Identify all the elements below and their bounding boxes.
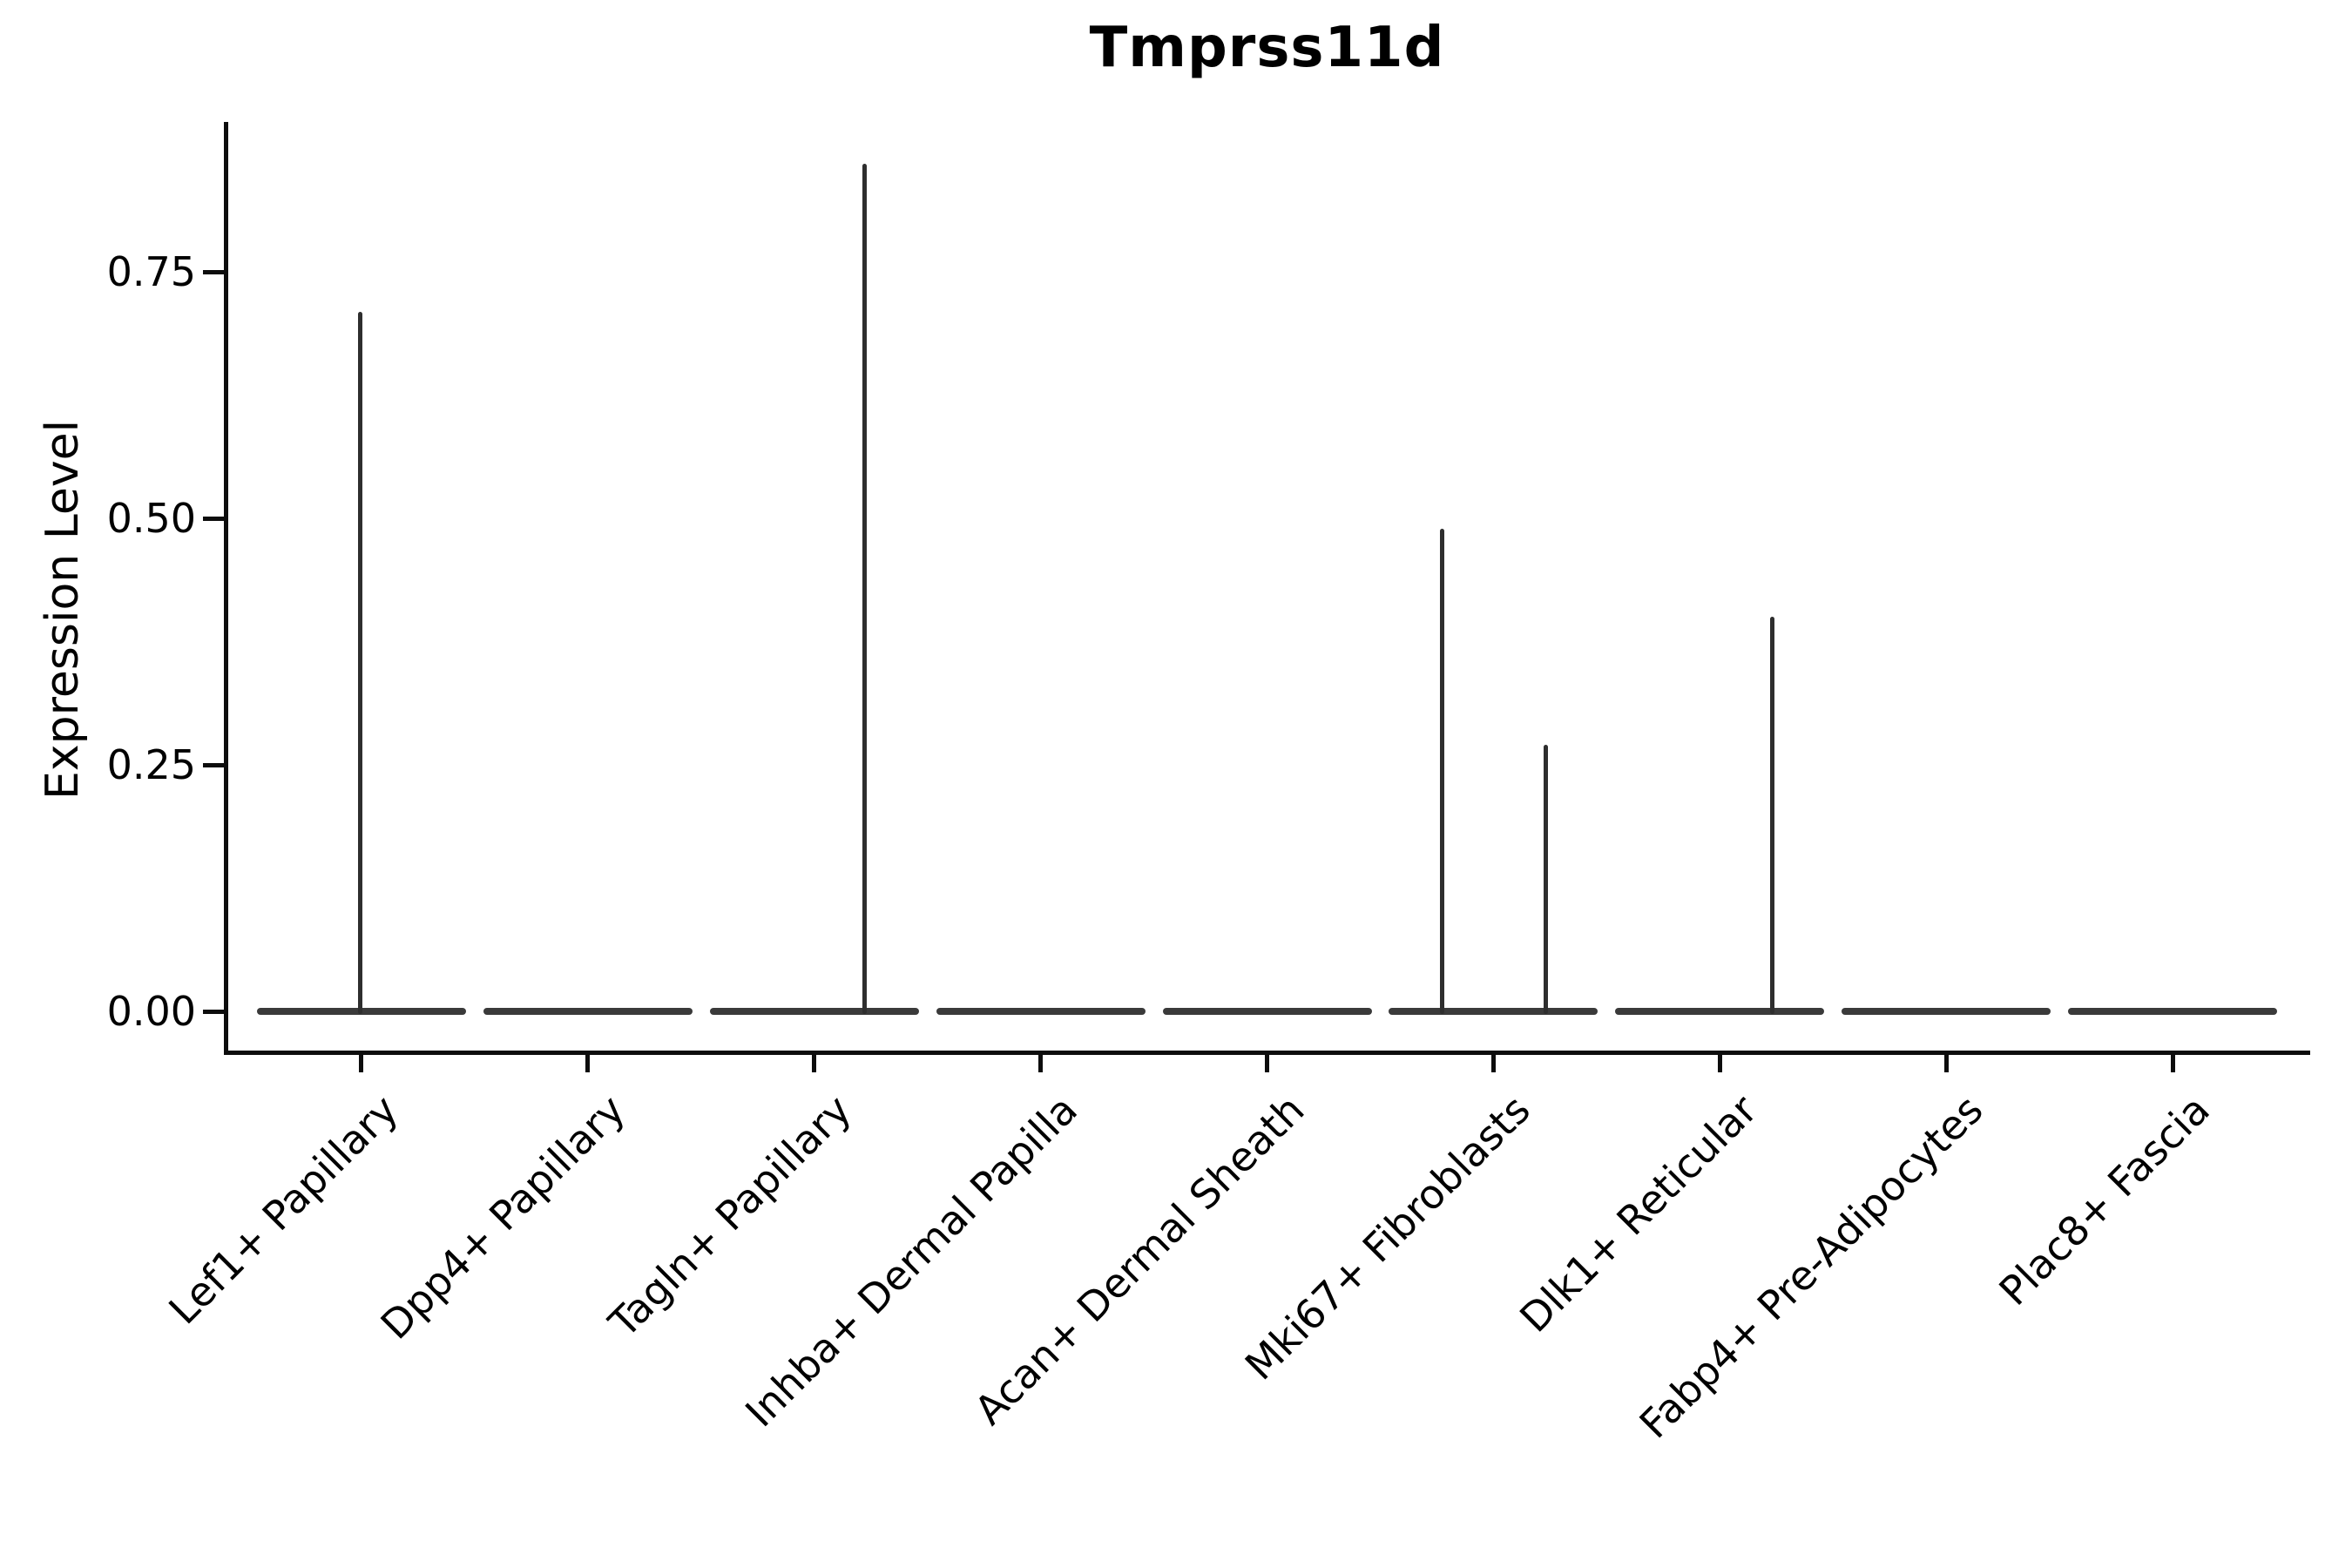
x-tick-mark xyxy=(812,1055,817,1072)
violin-baseline xyxy=(483,1008,693,1015)
x-axis-category-label: Dlk1+ Reticular xyxy=(1510,1085,1767,1342)
chart-title: Tmprss11d xyxy=(1089,16,1445,80)
violin-baseline xyxy=(1842,1008,2051,1015)
y-axis-title: Expression Level xyxy=(37,419,89,801)
y-tick-mark xyxy=(203,1009,224,1014)
x-tick-mark xyxy=(2170,1055,2175,1072)
violin-baseline xyxy=(1162,1008,1372,1015)
violin-spike xyxy=(862,163,868,1014)
x-tick-mark xyxy=(1717,1055,1722,1072)
x-axis-category-label: Lef1+ Papillary xyxy=(159,1085,408,1334)
x-axis-category-label: Dpp4+ Papillary xyxy=(371,1085,634,1348)
y-tick-mark xyxy=(203,269,224,274)
x-axis-spine xyxy=(224,1051,2310,1055)
violin-spike xyxy=(1769,617,1774,1014)
violin-spike xyxy=(1439,528,1444,1014)
x-tick-mark xyxy=(1943,1055,1949,1072)
violin-baseline xyxy=(936,1008,1146,1015)
x-tick-mark xyxy=(1490,1055,1496,1072)
y-tick-label: 0.25 xyxy=(106,741,196,789)
violin-baseline xyxy=(1389,1008,1598,1015)
violin-baseline xyxy=(1615,1008,1825,1015)
x-tick-mark xyxy=(585,1055,591,1072)
y-tick-label: 0.75 xyxy=(106,248,196,296)
violin-baseline xyxy=(709,1008,919,1015)
x-tick-mark xyxy=(1038,1055,1044,1072)
violin-spike xyxy=(1543,745,1548,1014)
violin-spike xyxy=(358,311,363,1014)
y-tick-mark xyxy=(203,762,224,767)
x-axis-category-label: Tagln+ Papillary xyxy=(599,1085,861,1347)
y-tick-label: 0.50 xyxy=(106,495,196,543)
y-tick-mark xyxy=(203,516,224,521)
x-tick-mark xyxy=(1265,1055,1269,1072)
y-tick-label: 0.00 xyxy=(106,988,196,1035)
y-axis-spine xyxy=(224,122,228,1055)
violin-baseline xyxy=(2068,1008,2278,1015)
x-axis-category-label: Plac8+ Fascia xyxy=(1990,1085,2219,1315)
x-tick-mark xyxy=(359,1055,364,1072)
